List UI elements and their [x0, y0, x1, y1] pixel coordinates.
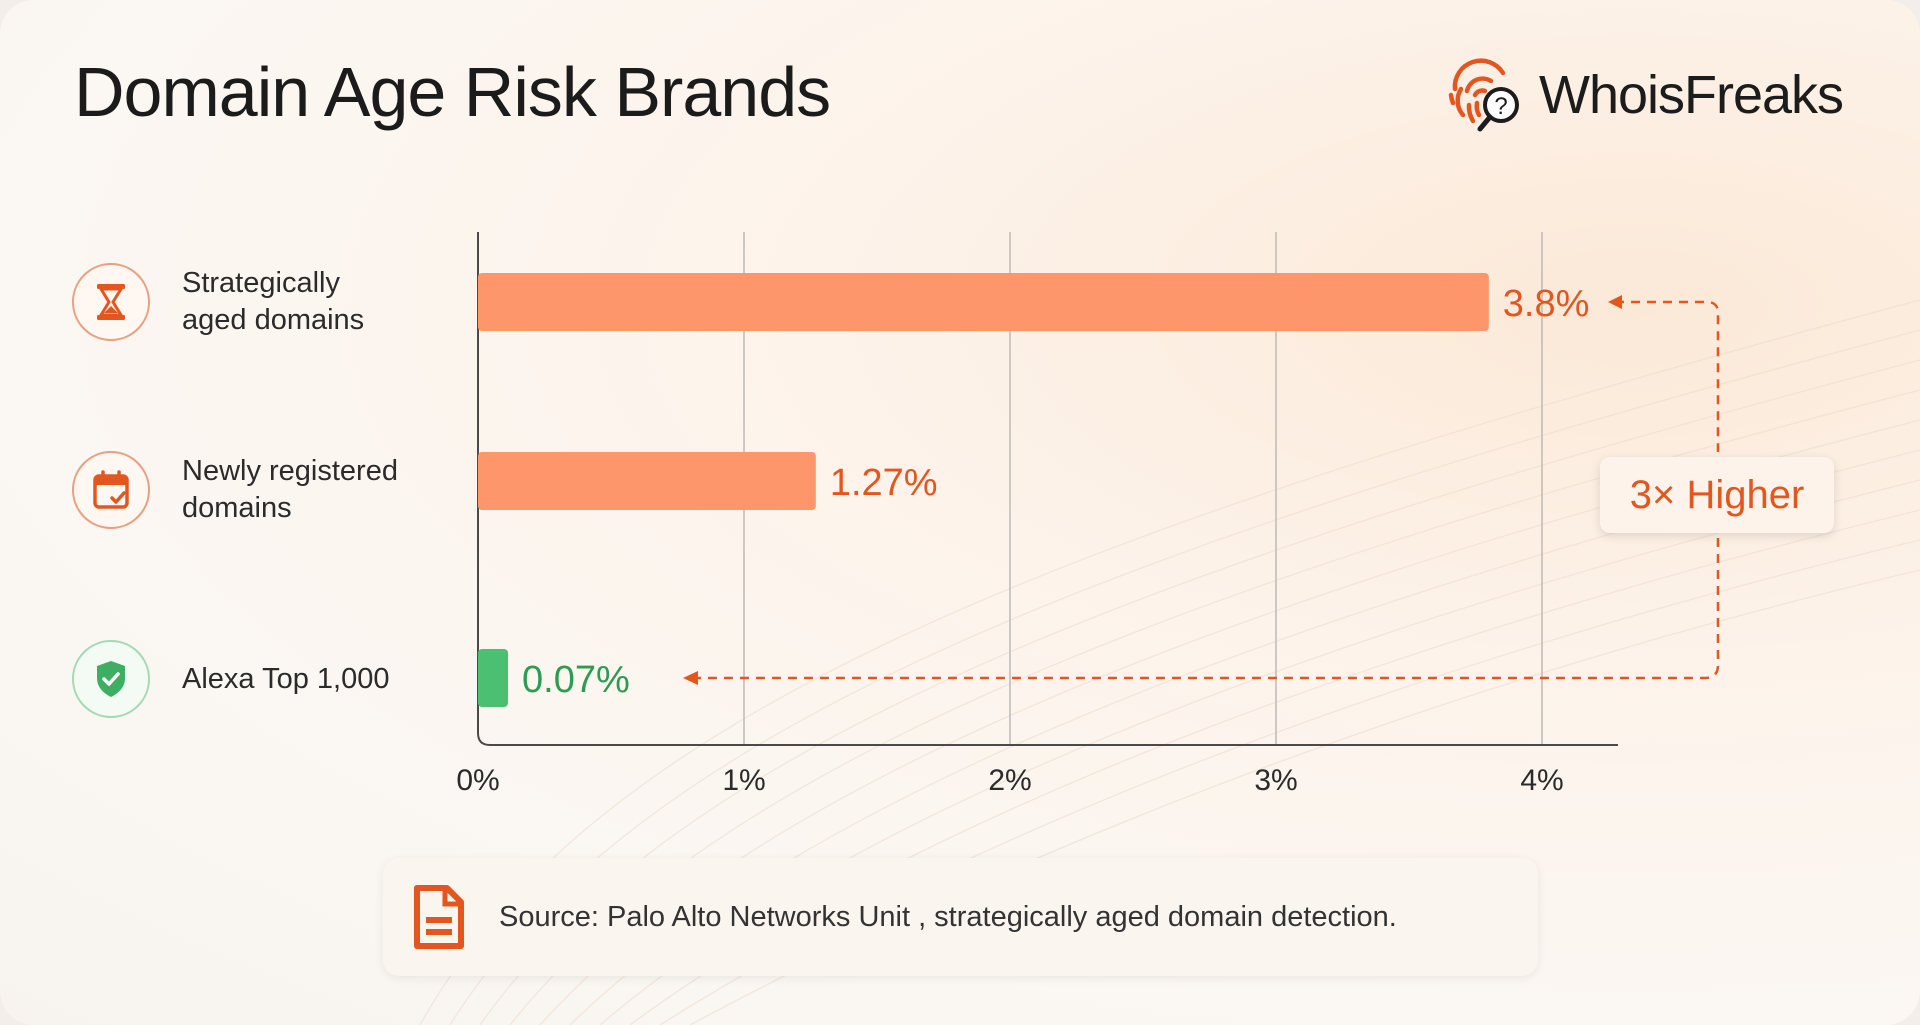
category-row-alexa-top: Alexa Top 1,000 [72, 640, 452, 718]
arrowhead-top [1608, 295, 1622, 309]
category-label: Strategically aged domains [182, 267, 365, 336]
bar [478, 649, 508, 707]
category-label: Newly registered domains [182, 455, 398, 524]
bar-value-label: 1.27% [830, 462, 938, 504]
dashed-connector-top [1615, 300, 1720, 452]
x-tick-label: 2% [988, 764, 1031, 797]
source-text: Source: Palo Alto Networks Unit , strate… [499, 900, 1397, 933]
category-label: Alexa Top 1,000 [182, 662, 390, 695]
bar-value-label: 3.8% [1503, 283, 1590, 325]
x-tick-label: 3% [1254, 764, 1297, 797]
calendar-check-icon [72, 451, 150, 529]
category-row-newly-registered: Newly registered domains [72, 451, 452, 529]
category-row-strategically-aged: Strategically aged domains [72, 263, 452, 341]
x-tick-label: 4% [1520, 764, 1563, 797]
dashed-connector-bottom [697, 538, 1720, 680]
x-tick-label: 1% [722, 764, 765, 797]
document-icon [414, 885, 464, 949]
comparison-badge: 3× Higher [1600, 457, 1834, 533]
x-tick-label: 0% [456, 764, 499, 797]
source-note: Source: Palo Alto Networks Unit , strate… [383, 858, 1538, 976]
svg-text:?: ? [1494, 93, 1507, 120]
arrowhead-bottom [683, 671, 698, 685]
fingerprint-magnifier-icon: ? [1448, 58, 1519, 132]
bar-value-label: 0.07% [522, 659, 630, 701]
brand-logo: ? WhoisFreaks [1445, 55, 1844, 135]
page-title: Domain Age Risk Brands [74, 53, 831, 131]
shield-check-icon [72, 640, 150, 718]
brand-name: WhoisFreaks [1539, 65, 1844, 125]
chart-axis [477, 232, 1618, 746]
bar [478, 273, 1489, 331]
hourglass-icon [72, 263, 150, 341]
bar [478, 452, 816, 510]
